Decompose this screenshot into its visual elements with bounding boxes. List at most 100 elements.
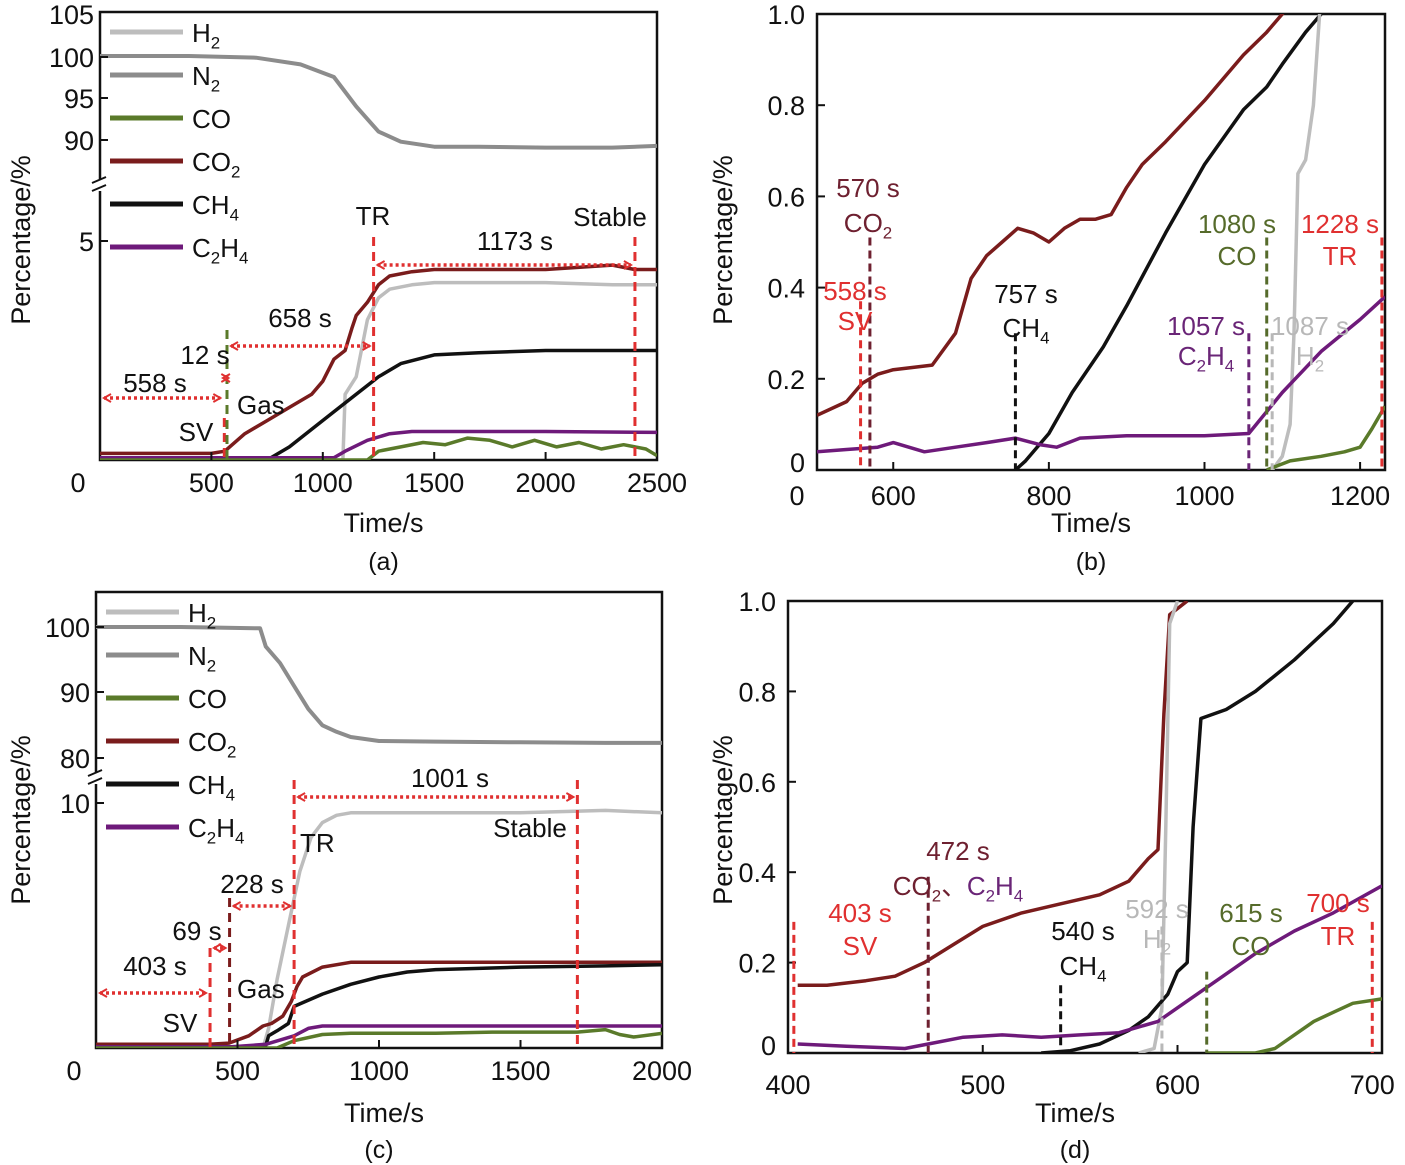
x-tick-label: 1000 — [1174, 481, 1234, 511]
series-line-co2 — [797, 601, 1189, 987]
legend-label-n2: N2​ — [188, 641, 216, 676]
y-tick-label: 95 — [64, 84, 94, 114]
x-tick-label: 2000 — [632, 1056, 692, 1086]
y-tick-label: 0.8 — [738, 677, 776, 707]
series-line-h2 — [1138, 601, 1180, 1053]
legend-label-c2h4: C2​H4​ — [188, 813, 244, 848]
y-tick-label: 0 — [790, 448, 805, 478]
legend-label-co: CO — [192, 104, 231, 134]
x-tick-label: 1500 — [490, 1056, 550, 1086]
x-axis-title: Time/s — [344, 508, 424, 538]
legend-label-ch4: CH4​ — [192, 190, 239, 225]
event-marker-species: C2​H4​ — [1178, 341, 1234, 376]
series-group — [96, 625, 662, 1048]
y-tick-label: 0.6 — [738, 768, 776, 798]
panel-caption: (a) — [368, 548, 399, 576]
axis-break-mark — [87, 777, 103, 785]
span-duration-label: 658 s — [268, 303, 332, 333]
y-tick-label: 0.2 — [738, 949, 776, 979]
event-marker-species: CO2​ — [844, 208, 892, 243]
event-label-tr: TR — [356, 201, 391, 231]
x-tick-label: 2000 — [516, 468, 576, 498]
event-marker-species: H2​ — [1296, 341, 1324, 376]
event-marker-species: SV — [838, 306, 873, 336]
x-tick-label: 400 — [765, 1070, 810, 1100]
series-line-co — [1266, 405, 1385, 470]
series-line-ch4 — [1041, 601, 1355, 1053]
x-tick-label: 700 — [1350, 1070, 1395, 1100]
event-label-stable: Stable — [493, 813, 567, 843]
event-label-sv: SV — [163, 1008, 198, 1038]
x-tick-label: 0 — [70, 468, 85, 498]
event-label-gas: Gas — [237, 390, 285, 420]
y-tick-label: 100 — [45, 613, 90, 643]
plot-frame — [815, 12, 1387, 472]
series-group — [797, 601, 1382, 1053]
series-line-c2h4 — [100, 429, 657, 460]
event-marker-label: 592 s — [1125, 894, 1189, 924]
x-tick-label: 0 — [789, 481, 804, 511]
y-axis-title: Percentage/% — [6, 735, 36, 905]
x-tick-label: 0 — [66, 1056, 81, 1086]
axis-break-mark — [91, 176, 107, 184]
event-marker-species: C2​H4​ — [967, 871, 1023, 906]
event-marker-label: 540 s — [1051, 916, 1115, 946]
y-tick-label: 0.2 — [767, 365, 805, 395]
x-tick-label: 1000 — [349, 1056, 409, 1086]
event-marker-species: TR — [1323, 241, 1358, 271]
x-axis-title: Time/s — [1051, 508, 1131, 538]
series-line-n2 — [100, 54, 657, 150]
event-label-stable: Stable — [573, 202, 647, 232]
chart-panel-b: 0 600 800 1000 1200 1.0 0.8 0.6 0.4 0.2 0 558 sSV 57… — [708, 0, 1390, 576]
series-line-n2 — [96, 625, 662, 745]
x-tick-label: 1500 — [404, 468, 464, 498]
series-line-c2h4 — [797, 884, 1382, 1051]
chart-panel-c: 0 500 1000 1500 2000 100 90 80 10 H2​ N2​ CO CO2​ CH4… — [6, 590, 692, 1164]
y-tick-label: 90 — [64, 126, 94, 156]
axis-break-mark — [91, 184, 107, 192]
series-line-ch4 — [1014, 14, 1323, 470]
y-tick-label: 0.6 — [767, 182, 805, 212]
panel-caption: (b) — [1076, 548, 1107, 576]
event-marker-species: CO — [1232, 931, 1271, 961]
legend-label-h2: H2​ — [192, 18, 220, 53]
event-marker-label: 1228 s — [1301, 209, 1379, 239]
event-marker-label: 472 s — [926, 836, 990, 866]
series-line-h2 — [1270, 14, 1322, 470]
x-tick-label: 500 — [960, 1070, 1005, 1100]
x-tick-label: 600 — [871, 481, 916, 511]
plot-frame — [98, 10, 659, 462]
y-tick-label: 105 — [49, 0, 94, 30]
series-line-h2 — [96, 808, 662, 1048]
series-line-c2h4 — [96, 1024, 662, 1048]
series-line-co — [1206, 997, 1382, 1053]
event-marker-species: H2​ — [1143, 924, 1171, 959]
chart-panel-d: 400 500 600 700 1.0 0.8 0.6 0.4 0.2 0 403 sSV 472 s… — [708, 587, 1395, 1164]
chart-panel-a: 0 500 1000 1500 2000 2500 105 100 95 90 5 H2​ N2​ CO C… — [6, 0, 687, 576]
x-axis-title: Time/s — [1035, 1098, 1115, 1128]
event-marker-species: CH4​ — [1060, 951, 1107, 986]
axis-break-mark — [87, 769, 103, 777]
series-group — [100, 54, 657, 460]
event-marker-label: 615 s — [1219, 898, 1283, 928]
marker-group — [792, 876, 1374, 1053]
span-duration-label: 228 s — [220, 869, 284, 899]
y-tick-label: 100 — [49, 43, 94, 73]
y-tick-label: 80 — [60, 744, 90, 774]
x-tick-label: 2500 — [627, 468, 687, 498]
span-duration-label: 69 s — [172, 916, 221, 946]
event-label-tr: TR — [300, 828, 335, 858]
span-duration-label: 1001 s — [411, 763, 489, 793]
event-marker-label: 558 s — [823, 276, 887, 306]
span-duration-label: 1173 s — [477, 226, 553, 256]
series-line-c2h4 — [817, 295, 1385, 454]
y-tick-label: 0 — [761, 1031, 776, 1061]
y-axis-title: Percentage/% — [6, 155, 36, 325]
event-marker-label: 570 s — [836, 173, 900, 203]
legend-label-ch4: CH4​ — [188, 770, 235, 805]
y-tick-label: 0.8 — [767, 91, 805, 121]
panel-caption: (d) — [1060, 1136, 1091, 1164]
legend-label-h2: H2​ — [188, 598, 216, 633]
event-marker-label: 403 s — [828, 898, 892, 928]
